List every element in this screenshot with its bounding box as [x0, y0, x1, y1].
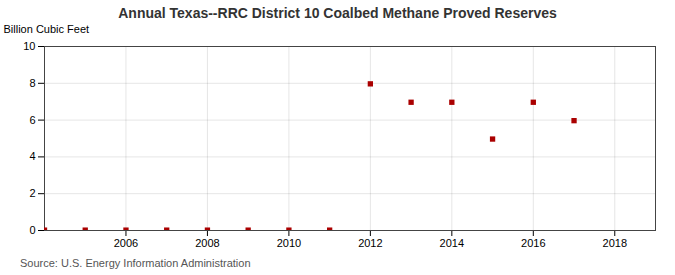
svg-text:2018: 2018	[603, 237, 627, 249]
svg-text:0: 0	[29, 224, 35, 236]
svg-text:2014: 2014	[440, 237, 464, 249]
svg-text:Billion Cubic Feet: Billion Cubic Feet	[4, 23, 90, 35]
html-text:Source: U.S. Energy Informatio: Source: U.S. Energy Information Administ…	[20, 257, 251, 269]
svg-text:2016: 2016	[521, 237, 545, 249]
svg-text:2006: 2006	[114, 237, 138, 249]
svg-text:2: 2	[29, 187, 35, 199]
svg-text:2012: 2012	[358, 237, 382, 249]
svg-text:4: 4	[29, 150, 35, 162]
html-text:Annual Texas--RRC District 10: Annual Texas--RRC District 10 Coalbed Me…	[118, 5, 557, 21]
svg-text:8: 8	[29, 77, 35, 89]
svg-text:2010: 2010	[277, 237, 301, 249]
svg-text:2008: 2008	[195, 237, 219, 249]
svg-text:10: 10	[23, 40, 35, 52]
svg-text:6: 6	[29, 114, 35, 126]
